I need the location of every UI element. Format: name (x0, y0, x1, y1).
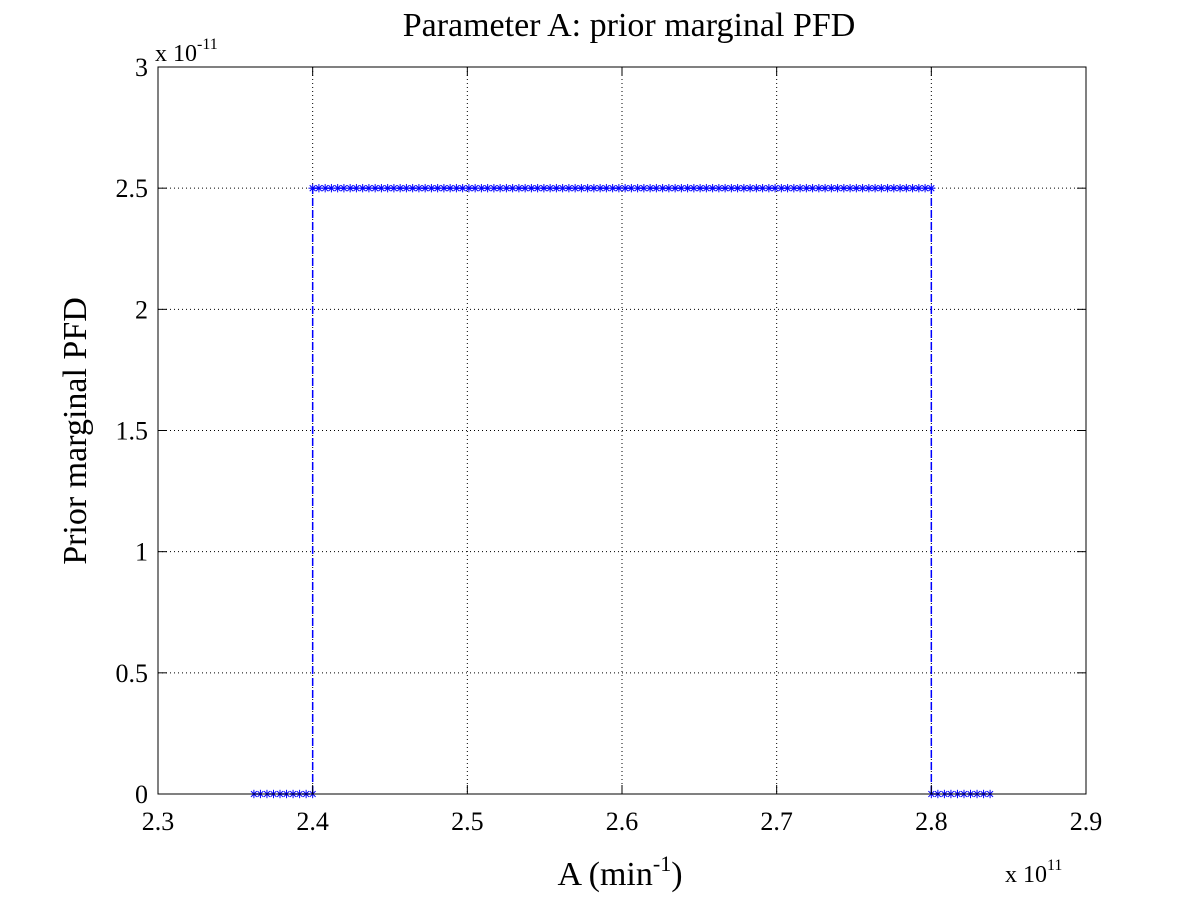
data-point (458, 183, 467, 193)
data-point (352, 183, 361, 193)
x-tick-label: 2.6 (606, 807, 639, 836)
data-point (589, 183, 599, 193)
x-axis-label-exponent: -1 (653, 851, 671, 876)
data-point (820, 183, 830, 193)
x-multiplier-base: x 10 (1005, 862, 1047, 888)
x-tick-labels: 2.3 2.4 2.5 2.6 2.7 2.8 2.9 (142, 807, 1103, 836)
data-point (639, 183, 649, 193)
data-point (877, 183, 886, 193)
data-point (664, 183, 674, 193)
x-tick-label: 2.4 (296, 807, 329, 836)
data-point (889, 183, 899, 193)
y-multiplier-base: x 10 (155, 41, 197, 67)
data-point (720, 183, 730, 193)
x-tick-label: 2.5 (451, 807, 484, 836)
y-multiplier-exponent: -11 (197, 36, 218, 53)
data-point (595, 183, 605, 193)
data-point (577, 183, 586, 193)
data-point (777, 183, 786, 193)
x-axis-label-close: ) (671, 856, 682, 893)
data-point (695, 183, 705, 193)
x-tick-label: 2.8 (915, 807, 948, 836)
y-tick-label: 0 (135, 780, 148, 809)
data-point (677, 183, 686, 193)
data-point (564, 183, 574, 193)
data-point (452, 183, 461, 193)
data-point (833, 183, 842, 193)
x-axis-multiplier: x 1011 (1005, 857, 1062, 888)
chart-title: Parameter A: prior marginal PFD (403, 7, 856, 44)
data-point (927, 183, 936, 193)
data-point (914, 183, 924, 193)
data-point (533, 183, 542, 193)
y-tick-label: 2 (135, 295, 148, 324)
data-point (345, 183, 355, 193)
data-point (483, 183, 492, 193)
x-tick-label: 2.3 (142, 807, 175, 836)
y-tick-label: 1.5 (116, 417, 149, 446)
x-axis-label: A (min-1) (557, 851, 682, 893)
data-point (539, 183, 549, 193)
x-tick-label: 2.9 (1070, 807, 1103, 836)
data-point (839, 183, 849, 193)
x-multiplier-exponent: 11 (1047, 857, 1062, 874)
ticks (157, 66, 1087, 795)
data-point (545, 183, 555, 193)
data-point (614, 183, 624, 193)
data-point (908, 183, 917, 193)
data-point (658, 183, 667, 193)
series-layer (249, 183, 995, 799)
y-axis-label: Prior marginal PFD (57, 297, 94, 565)
y-tick-label: 2.5 (116, 174, 149, 203)
plot-area (157, 66, 1087, 799)
x-tick-label: 2.7 (760, 807, 793, 836)
y-tick-label: 3 (135, 53, 148, 82)
y-tick-labels: 0 0.5 1 1.5 2 2.5 3 (116, 53, 149, 809)
data-point (758, 183, 767, 193)
y-tick-label: 0.5 (116, 659, 149, 688)
y-axis-multiplier: x 10-11 (155, 36, 218, 67)
data-point (895, 183, 905, 193)
y-tick-label: 1 (135, 538, 148, 567)
data-point (733, 183, 742, 193)
x-axis-label-base: A (min (557, 856, 652, 893)
data-point (789, 183, 799, 193)
